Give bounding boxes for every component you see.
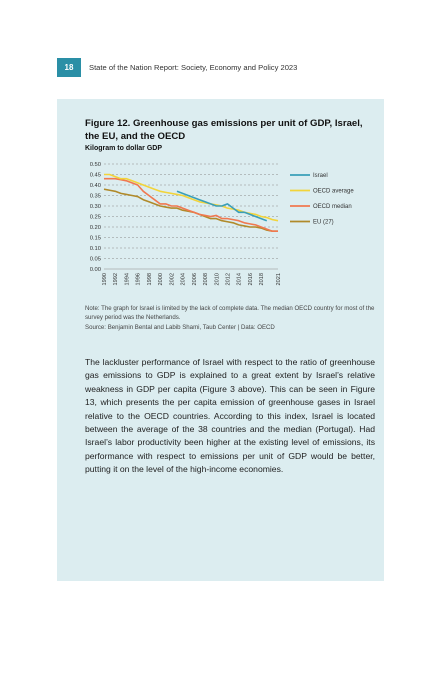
y-axis-ticks: 0.00 0.05 0.10 0.15 0.20 0.25 0.30 0.35 0.40 0.45… xyxy=(90,162,101,273)
legend-label: OECD average xyxy=(313,189,354,195)
body-paragraph: The lackluster performance of Israel wit… xyxy=(85,357,375,475)
x-tick-label: 1994 xyxy=(124,273,130,285)
legend-label: OECD median xyxy=(313,204,352,210)
chart-gridlines xyxy=(104,163,278,270)
y-tick-label: 0.00 xyxy=(90,267,101,273)
y-tick-label: 0.20 xyxy=(90,225,101,231)
chart-legend: Israel OECD average OECD median EU (27) xyxy=(290,173,354,226)
figure-subtitle: Kilogram to dollar GDP xyxy=(85,145,163,152)
y-tick-label: 0.40 xyxy=(90,183,101,189)
page-number: 18 xyxy=(57,58,81,77)
x-tick-label: 1992 xyxy=(113,273,119,285)
y-tick-label: 0.35 xyxy=(90,194,101,200)
x-tick-label: 2021 xyxy=(276,273,282,285)
x-tick-label: 2012 xyxy=(225,273,231,285)
x-tick-label: 1990 xyxy=(102,273,108,285)
x-tick-label: 2018 xyxy=(259,273,265,285)
legend-label: Israel xyxy=(313,173,328,179)
y-tick-label: 0.25 xyxy=(90,215,101,221)
x-tick-label: 2010 xyxy=(214,273,220,285)
y-tick-label: 0.05 xyxy=(90,257,101,263)
figure-note: Note: The graph for Israel is limited by… xyxy=(85,305,375,321)
y-tick-label: 0.30 xyxy=(90,204,101,210)
x-tick-label: 2006 xyxy=(192,273,198,285)
figure-title: Figure 12. Greenhouse gas emissions per … xyxy=(85,118,363,142)
y-tick-label: 0.45 xyxy=(90,173,101,179)
x-tick-label: 2002 xyxy=(169,273,175,285)
x-tick-label: 1996 xyxy=(136,273,142,285)
legend-label: EU (27) xyxy=(313,220,334,226)
y-tick-label: 0.15 xyxy=(90,236,101,242)
chart-series-lines xyxy=(103,173,279,232)
y-tick-label: 0.10 xyxy=(90,246,101,252)
series-line-oecd-median xyxy=(104,177,278,232)
x-tick-label: 2008 xyxy=(203,273,209,285)
emissions-line-chart: 0.00 0.05 0.10 0.15 0.20 0.25 0.30 0.35 0.40 0.45… xyxy=(90,162,355,285)
running-header: State of the Nation Report: Society, Eco… xyxy=(89,63,298,72)
series-line-oecd-average xyxy=(104,173,279,222)
x-tick-label: 2014 xyxy=(237,273,243,285)
x-tick-label: 2016 xyxy=(248,273,254,285)
y-tick-label: 0.50 xyxy=(90,162,101,168)
x-axis-ticks: 1990 1992 1994 1996 1998 2000 2002 2004 2006 2008… xyxy=(102,273,282,285)
series-line-israel xyxy=(176,190,268,222)
x-tick-label: 1998 xyxy=(147,273,153,285)
x-tick-label: 2000 xyxy=(158,273,164,285)
x-tick-label: 2004 xyxy=(181,273,187,285)
figure-source: Source: Benjamin Bental and Labib Shami,… xyxy=(85,324,275,331)
